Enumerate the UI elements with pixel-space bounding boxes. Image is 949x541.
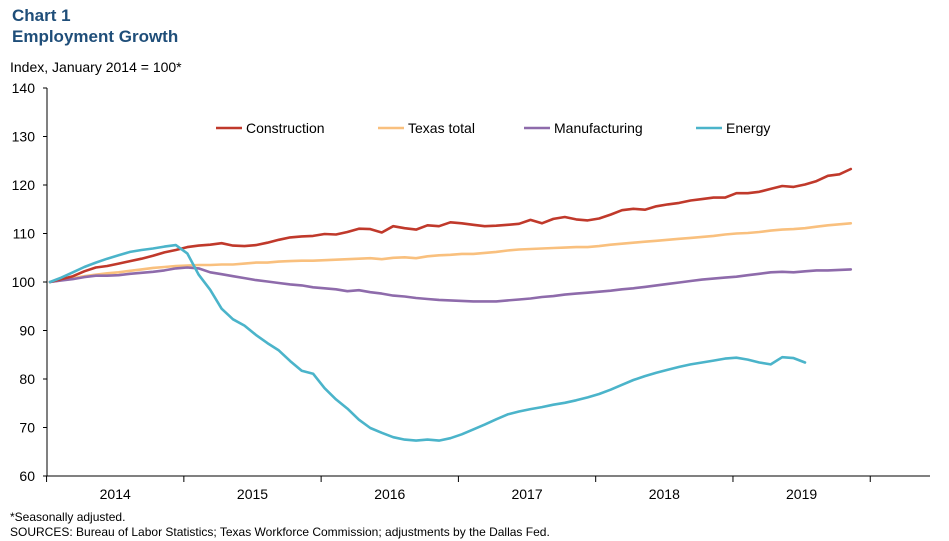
sources-note: SOURCES: Bureau of Labor Statistics; Tex…: [10, 525, 550, 539]
legend-label: Texas total: [408, 120, 475, 136]
x-tick-label: 2014: [100, 486, 131, 502]
x-tick-label: 2016: [374, 486, 405, 502]
legend-label: Manufacturing: [554, 120, 643, 136]
y-tick-label: 140: [12, 80, 36, 96]
y-axis-unit-label: Index, January 2014 = 100*: [10, 59, 182, 75]
series-line-energy: [48, 243, 807, 442]
chart-series: [48, 167, 853, 442]
chart-title: Employment Growth: [12, 27, 179, 46]
series-line-texas-total: [48, 222, 853, 284]
y-tick-label: 90: [19, 323, 35, 339]
y-tick-label: 70: [19, 420, 35, 436]
y-tick-label: 110: [13, 226, 36, 242]
chart-legend: Construction Texas total Manufacturing Ener…: [216, 120, 770, 136]
x-tick-label: 2017: [511, 486, 542, 502]
series-line-manufacturing: [48, 266, 853, 303]
series-line-construction: [48, 167, 853, 284]
x-tick-label: 2018: [649, 486, 680, 502]
y-tick-label: 80: [19, 371, 35, 387]
chart-label: Chart 1: [12, 6, 71, 25]
y-tick-label: 60: [19, 468, 35, 484]
y-tick-label: 130: [12, 129, 36, 145]
y-tick-label: 120: [12, 177, 36, 193]
x-tick-label: 2015: [237, 486, 268, 502]
chart-axes: 60 70 80 90 100 110 120 130 140 2014 2015 2016 2017 2…: [12, 80, 930, 502]
y-tick-label: 100: [12, 274, 36, 290]
x-tick-label: 2019: [786, 486, 817, 502]
legend-label: Energy: [726, 120, 770, 136]
legend-label: Construction: [246, 120, 325, 136]
footnote: *Seasonally adjusted.: [10, 510, 126, 524]
